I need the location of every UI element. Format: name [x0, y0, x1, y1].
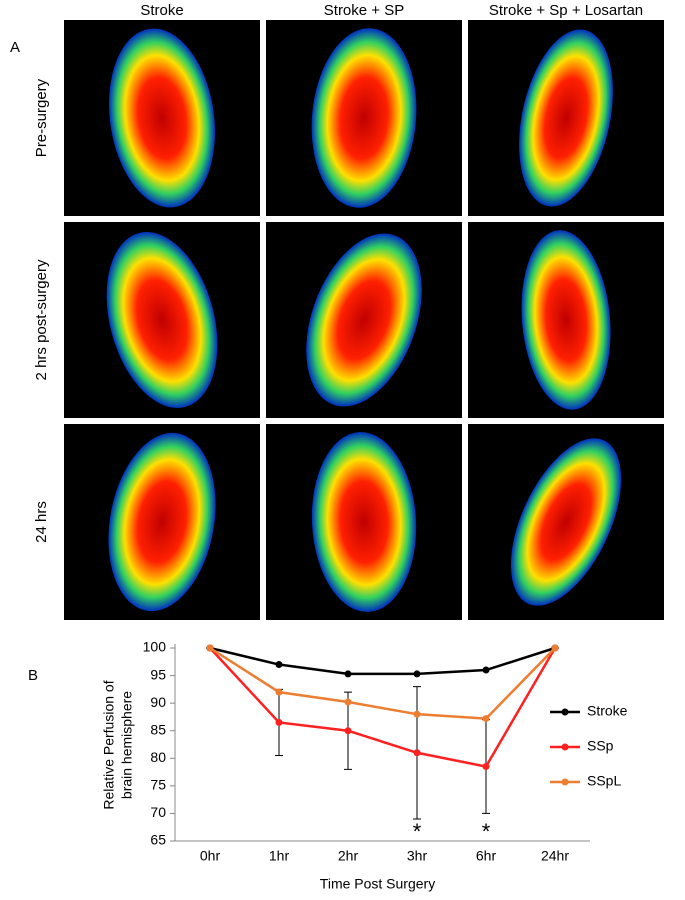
column-header: Stroke + SP: [324, 2, 404, 19]
point: [344, 727, 352, 735]
perfusion-map: [519, 29, 613, 207]
y-tick-label: 95: [150, 666, 166, 682]
y-axis-title: brain hemisphere: [119, 691, 135, 799]
x-tick-label: 3hr: [407, 848, 428, 864]
y-tick-label: 75: [150, 777, 166, 793]
y-tick-label: 65: [150, 832, 166, 848]
series-line: [209, 646, 556, 720]
column-header: Stroke + Sp + Losartan: [489, 2, 643, 19]
legend-label: Stroke: [587, 703, 628, 719]
y-tick-label: 80: [150, 749, 166, 765]
legend-label: SSp: [587, 738, 614, 754]
row-label: 2 hrs post-surgery: [33, 259, 50, 380]
x-tick-label: 6hr: [476, 848, 497, 864]
point: [275, 661, 283, 669]
y-tick-label: 85: [150, 721, 166, 737]
perfusion-map: [106, 232, 218, 408]
annotation: *: [413, 819, 422, 844]
perfusion-map: [311, 432, 417, 612]
legend-marker: [561, 778, 569, 786]
y-tick-label: 90: [150, 694, 166, 710]
series-line: [209, 646, 556, 676]
x-tick-label: 1hr: [269, 848, 290, 864]
x-tick-label: 0hr: [200, 848, 221, 864]
annotation: *: [482, 819, 491, 844]
perfusion-map: [306, 233, 422, 407]
x-axis-title: Time Post Surgery: [320, 876, 435, 892]
perfusion-map: [510, 438, 622, 606]
x-tick-label: 24hr: [541, 848, 569, 864]
point: [344, 698, 352, 706]
point: [206, 644, 214, 652]
series-line: [209, 647, 557, 768]
point: [344, 670, 352, 678]
legend-marker: [561, 743, 569, 751]
perfusion-map: [311, 28, 417, 208]
y-axis-title: Relative Perfusion of: [101, 680, 117, 809]
row-label: Pre-surgery: [33, 78, 50, 157]
x-tick-label: 2hr: [338, 848, 359, 864]
point: [413, 670, 421, 678]
panel-label: A: [10, 39, 20, 56]
point: [413, 749, 421, 757]
point: [275, 718, 283, 726]
legend-marker: [561, 708, 569, 716]
column-header: Stroke: [140, 2, 183, 19]
perfusion-map: [108, 432, 216, 612]
panel-label: B: [28, 667, 38, 684]
point: [482, 666, 490, 674]
point: [413, 710, 421, 718]
point: [275, 688, 283, 696]
perfusion-map: [109, 28, 215, 208]
row-label: 24 hrs: [33, 501, 50, 543]
point: [551, 644, 559, 652]
y-tick-label: 70: [150, 804, 166, 820]
point: [482, 763, 490, 771]
legend-label: SSpL: [587, 773, 621, 789]
perfusion-map: [521, 230, 611, 410]
y-tick-label: 100: [143, 639, 167, 655]
point: [482, 715, 490, 723]
